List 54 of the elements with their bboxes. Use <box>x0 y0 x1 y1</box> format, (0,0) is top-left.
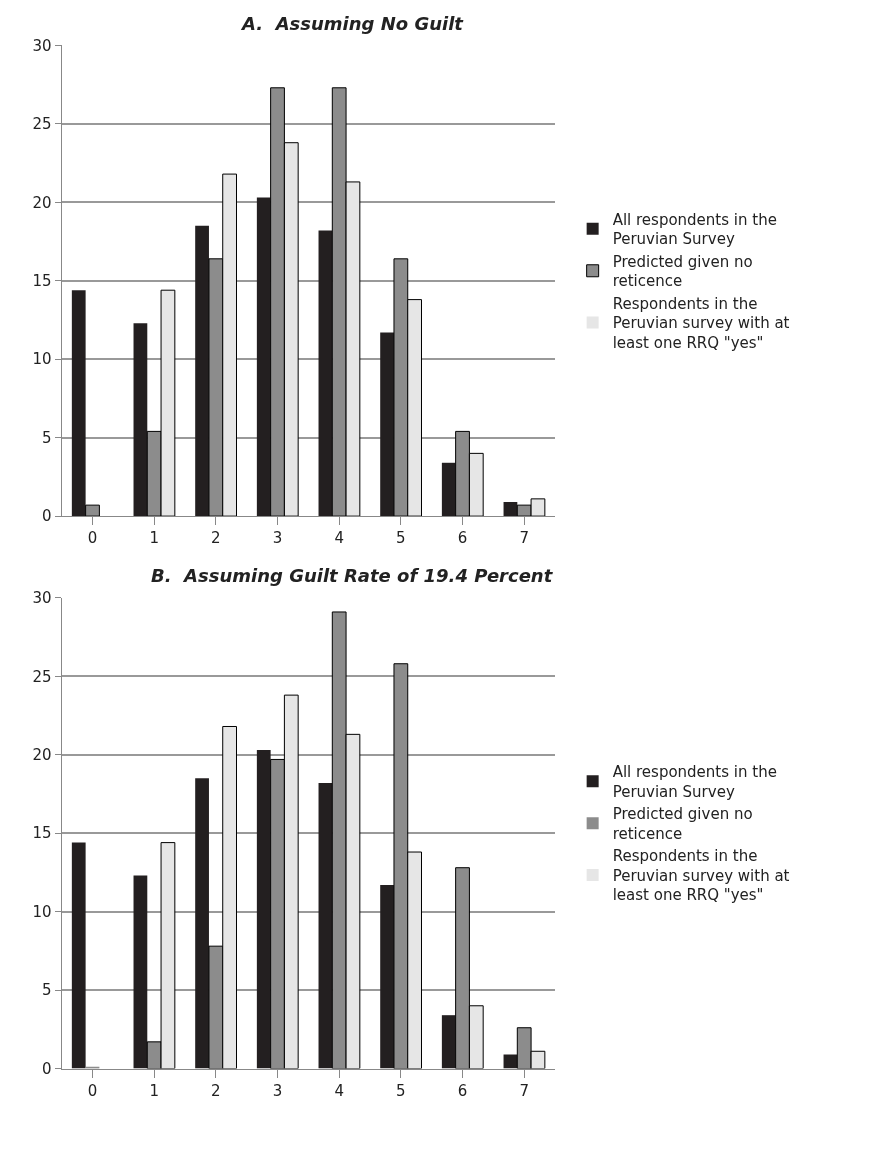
bar <box>441 1015 456 1069</box>
y-tick-label: 15 <box>32 272 52 291</box>
x-tick-label: 7 <box>519 1081 529 1100</box>
y-tick-label: 5 <box>42 428 52 447</box>
bar <box>318 782 333 1069</box>
x-tick-label: 4 <box>334 529 344 548</box>
legend-label: Respondents in the Peruvian survey with at least one RRQ "yes" <box>612 847 790 905</box>
bar <box>71 290 86 517</box>
x-tick-label: 4 <box>334 1081 344 1100</box>
y-tick-label: 15 <box>32 824 52 843</box>
x-tick-label: 3 <box>272 529 283 548</box>
bar <box>441 462 456 517</box>
y-tick-label: 10 <box>32 902 52 921</box>
x-tick-label: 0 <box>87 1081 98 1100</box>
legend-label: Predicted given no reticence <box>612 805 753 843</box>
y-tick-label: 20 <box>32 745 52 764</box>
y-tick-label: 25 <box>32 667 52 686</box>
x-tick-label: 1 <box>149 1081 159 1100</box>
legend-label: Predicted given no reticence <box>612 252 753 291</box>
x-tick-label: 2 <box>211 529 221 548</box>
bar <box>195 778 209 1069</box>
bar <box>133 323 148 517</box>
chart-title: B. Assuming Guilt Rate of 19.4 Percent <box>151 565 554 586</box>
bar <box>503 501 518 517</box>
x-tick-label: 5 <box>396 529 406 548</box>
x-tick-label: 7 <box>519 529 529 548</box>
y-tick-label: 0 <box>42 507 52 526</box>
bar <box>256 750 271 1069</box>
chart-title: A. Assuming No Guilt <box>240 13 465 34</box>
bar <box>380 332 394 517</box>
legend-label: All respondents in the Peruvian Survey <box>612 763 777 801</box>
x-tick-label: 3 <box>272 1081 283 1100</box>
legend-label: Respondents in the Peruvian survey with at least one RRQ "yes" <box>612 294 790 352</box>
y-tick-label: 30 <box>32 36 52 55</box>
bar <box>256 197 271 517</box>
x-tick-label: 6 <box>457 529 468 548</box>
y-tick-label: 10 <box>32 350 52 369</box>
bar <box>71 842 86 1069</box>
bar <box>195 225 209 517</box>
bar <box>380 884 394 1069</box>
y-tick-label: 5 <box>42 981 52 1000</box>
x-tick-label: 1 <box>149 529 159 548</box>
y-tick-label: 0 <box>42 1059 52 1078</box>
y-tick-label: 30 <box>32 589 52 608</box>
x-tick-label: 0 <box>87 529 98 548</box>
bar <box>503 1054 518 1069</box>
x-tick-label: 6 <box>457 1081 468 1100</box>
y-tick-label: 25 <box>32 115 52 134</box>
bar <box>133 875 148 1069</box>
x-tick-label: 2 <box>211 1081 221 1100</box>
bar <box>318 230 333 517</box>
y-tick-label: 20 <box>32 193 52 212</box>
legend-label: All respondents in the Peruvian Survey <box>612 210 777 249</box>
x-tick-label: 5 <box>396 1081 406 1100</box>
